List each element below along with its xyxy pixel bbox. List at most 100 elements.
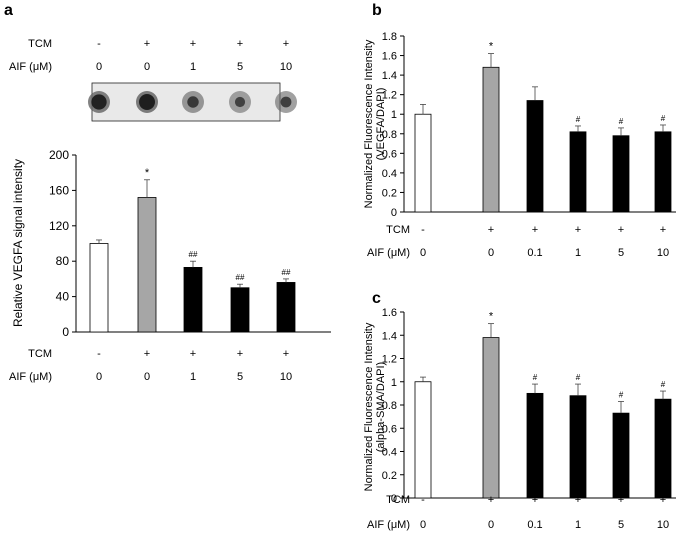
condition-row-value: + xyxy=(237,348,243,360)
y-axis-label: (VEGFA/DAPI) xyxy=(375,88,387,161)
top-row-value: - xyxy=(97,38,101,50)
significance-marker: # xyxy=(619,391,624,400)
condition-row-value: 0 xyxy=(488,519,494,531)
blot-spot xyxy=(234,96,246,108)
condition-row-value: 10 xyxy=(657,247,669,259)
y-tick-label: 0.2 xyxy=(382,470,397,482)
bar xyxy=(612,135,630,213)
significance-marker: # xyxy=(661,114,666,123)
y-tick-label: 0.6 xyxy=(382,148,397,160)
y-tick-label: 1.4 xyxy=(382,70,397,82)
top-row-value: 0 xyxy=(144,61,150,73)
bar xyxy=(654,398,672,499)
significance-marker: # xyxy=(576,115,581,124)
significance-marker: ## xyxy=(282,268,291,277)
bar xyxy=(612,412,630,499)
y-tick-label: 1 xyxy=(391,109,397,121)
condition-row-value: + xyxy=(575,494,581,506)
condition-row-value: 0 xyxy=(144,371,150,383)
condition-row-value: 0 xyxy=(420,519,426,531)
bar xyxy=(414,381,432,499)
top-row-label: AIF (μM) xyxy=(9,61,52,73)
condition-row-value: + xyxy=(488,494,494,506)
condition-row-value: + xyxy=(618,224,624,236)
condition-row-value: 5 xyxy=(237,371,243,383)
blot-spot xyxy=(139,94,155,110)
bar xyxy=(482,66,500,213)
condition-row-value: + xyxy=(532,224,538,236)
y-axis-label: (alpha-SMA/DAPI) xyxy=(375,362,387,452)
top-row-value: 1 xyxy=(190,61,196,73)
significance-marker: ## xyxy=(236,273,245,282)
condition-row-value: 0.1 xyxy=(527,247,542,259)
condition-row-value: 0.1 xyxy=(527,519,542,531)
condition-row-value: 0 xyxy=(420,247,426,259)
top-row-value: + xyxy=(144,38,150,50)
condition-row-value: 5 xyxy=(618,519,624,531)
top-row-value: + xyxy=(237,38,243,50)
condition-row-label: TCM xyxy=(386,224,410,236)
significance-marker: ## xyxy=(189,250,198,259)
y-tick-label: 0.4 xyxy=(382,168,397,180)
significance-marker: # xyxy=(661,380,666,389)
condition-row-value: 1 xyxy=(575,247,581,259)
significance-marker: # xyxy=(533,373,538,382)
bar xyxy=(183,266,203,333)
top-row-value: 0 xyxy=(96,61,102,73)
condition-row-value: + xyxy=(618,494,624,506)
y-tick-label: 160 xyxy=(49,183,69,197)
y-tick-label: 1.2 xyxy=(382,354,397,366)
y-tick-label: 0.8 xyxy=(382,400,397,412)
significance-marker: * xyxy=(145,167,150,179)
top-row-value: 5 xyxy=(237,61,243,73)
y-tick-label: 0.2 xyxy=(382,187,397,199)
condition-row-label: AIF (μM) xyxy=(367,519,410,531)
panel-c: c 0 0.2 0.4 0.6 0.8 1 1.2 1.4 1.6 Normalized Fluor… xyxy=(363,290,676,531)
condition-row-value: + xyxy=(575,224,581,236)
condition-row-value: 10 xyxy=(280,371,292,383)
y-tick-label: 1.2 xyxy=(382,90,397,102)
condition-row-value: 0 xyxy=(488,247,494,259)
y-axis-label: Relative VEGFA signal intensity xyxy=(11,159,25,327)
top-row-label: TCM xyxy=(28,38,52,50)
condition-row-value: + xyxy=(144,348,150,360)
y-axis-label: Normalized Fluorescence Intensity xyxy=(363,39,375,208)
condition-row-value: 1 xyxy=(575,519,581,531)
panel-b: b 0 0.2 0.4 0.6 0.8 1 1.2 1.4 1.6 1.8 Normalized Fl… xyxy=(363,2,676,259)
panel-letter: a xyxy=(4,2,13,19)
significance-marker: * xyxy=(489,311,494,323)
y-tick-label: 1.6 xyxy=(382,51,397,63)
bar xyxy=(569,131,587,213)
y-tick-label: 200 xyxy=(49,148,69,162)
y-axis-label: Normalized Fluorescence Intensity xyxy=(363,322,375,491)
top-row-value: + xyxy=(283,38,289,50)
y-tick-label: 40 xyxy=(56,290,70,304)
significance-marker: # xyxy=(576,373,581,382)
y-tick-label: 1.6 xyxy=(382,307,397,319)
blot-spot xyxy=(187,96,199,108)
condition-row-value: - xyxy=(421,494,425,506)
panel-letter: b xyxy=(372,2,382,19)
condition-row-label: TCM xyxy=(386,494,410,506)
condition-row-value: + xyxy=(660,224,666,236)
condition-row-value: + xyxy=(190,348,196,360)
significance-marker: # xyxy=(619,117,624,126)
condition-row-value: - xyxy=(97,348,101,360)
condition-row-label: AIF (μM) xyxy=(9,371,52,383)
condition-row-value: 0 xyxy=(96,371,102,383)
bar xyxy=(526,100,544,213)
bar xyxy=(414,113,432,213)
condition-row-value: + xyxy=(660,494,666,506)
y-tick-label: 1 xyxy=(391,377,397,389)
y-tick-label: 0 xyxy=(391,493,397,505)
blot-spot xyxy=(280,96,292,108)
bar xyxy=(569,395,587,499)
bar xyxy=(137,197,157,333)
condition-row-value: + xyxy=(532,494,538,506)
condition-row-value: + xyxy=(488,224,494,236)
bar xyxy=(654,131,672,213)
condition-row-value: 5 xyxy=(618,247,624,259)
y-tick-label: 1.4 xyxy=(382,330,397,342)
